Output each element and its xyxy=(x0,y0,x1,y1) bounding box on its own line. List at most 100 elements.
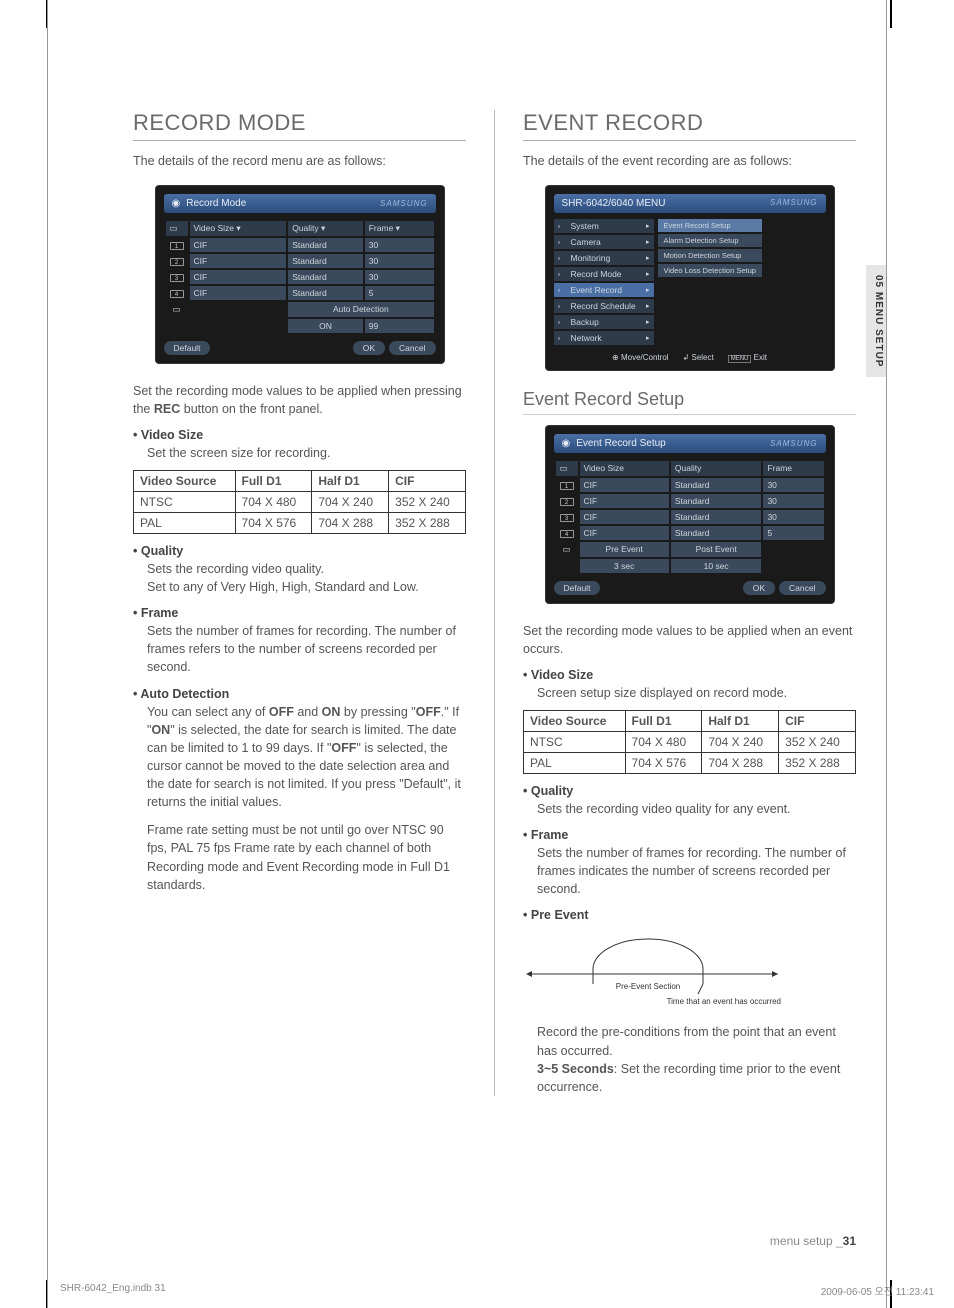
table-row: PAL704 X 576704 X 288352 X 288 xyxy=(524,752,856,773)
post-event-hdr: Post Event xyxy=(671,542,762,557)
cell[interactable]: CIF xyxy=(580,510,669,524)
pre-event-text1: Record the pre-conditions from the point… xyxy=(537,1023,856,1059)
submenu-item[interactable]: Video Loss Detection Setup xyxy=(658,264,762,277)
cell[interactable]: 30 xyxy=(763,510,823,524)
cell[interactable]: Standard xyxy=(671,526,762,540)
event-record-setup-panel: ◉ Event Record Setup SAMSUNG ▭ Video Siz… xyxy=(545,425,835,604)
hdr-frame[interactable]: Frame ▾ xyxy=(365,221,434,236)
event-setup-table: ▭ Video Size Quality Frame 1CIFStandard3… xyxy=(554,459,826,575)
cell[interactable]: Standard xyxy=(288,286,363,300)
event-icon: ◉ xyxy=(562,438,571,449)
exit-hint: MENU Exit xyxy=(728,353,767,362)
hdr-video-size: Video Size xyxy=(580,461,669,476)
channel-icon: 4 xyxy=(166,286,188,300)
menu-left: ▫System▸ ▫Camera▸ ▫Monitoring▸ ▫Record Mode… xyxy=(554,219,654,345)
record-mode-panel: ◉ Record Mode SAMSUNG ▭ Video Size ▾ Qua… xyxy=(155,185,445,364)
channel-icon: 1 xyxy=(166,238,188,252)
menu-item[interactable]: ▫Backup▸ xyxy=(554,315,654,329)
table-row: NTSC704 X 480704 X 240352 X 240 xyxy=(524,731,856,752)
cell[interactable]: CIF xyxy=(190,286,287,300)
pre-event-hdr: Pre Event xyxy=(580,542,669,557)
cell[interactable]: Standard xyxy=(671,494,762,508)
select-hint: ↲ Select xyxy=(683,353,714,362)
table-row: NTSC704 X 480704 X 240352 X 240 xyxy=(134,491,466,512)
cell[interactable]: CIF xyxy=(190,254,287,268)
cell[interactable]: 30 xyxy=(763,478,823,492)
menu-item[interactable]: ▫Record Mode▸ xyxy=(554,267,654,281)
th: Video Source xyxy=(134,470,236,491)
frame-bullet: Frame xyxy=(133,606,466,620)
event-record-setup-heading: Event Record Setup xyxy=(523,389,856,415)
cell[interactable]: CIF xyxy=(580,526,669,540)
quality-text: Sets the recording video quality for any… xyxy=(537,800,856,818)
cell[interactable]: CIF xyxy=(580,494,669,508)
table-row: 1CIFStandard30 xyxy=(166,238,434,252)
menu-item[interactable]: ▫Network▸ xyxy=(554,331,654,345)
menu-footer: ⊕ Move/Control ↲ Select MENU Exit xyxy=(554,353,826,362)
video-size-bullet: Video Size xyxy=(133,428,466,442)
hdr-quality[interactable]: Quality ▾ xyxy=(288,221,363,236)
quality-text1: Sets the recording video quality. xyxy=(147,560,466,578)
video-size-text: Set the screen size for recording. xyxy=(147,444,466,462)
frame-text: Sets the number of frames for recording.… xyxy=(537,844,856,898)
cancel-button[interactable]: Cancel xyxy=(779,581,825,595)
panel-title-bar: ◉ Event Record Setup SAMSUNG xyxy=(554,434,826,453)
video-size-table: Video SourceFull D1Half D1CIF NTSC704 X … xyxy=(133,470,466,534)
cell[interactable]: 30 xyxy=(365,238,434,252)
menu-item[interactable]: ▫Record Schedule▸ xyxy=(554,299,654,313)
submenu-item[interactable]: Motion Detection Setup xyxy=(658,249,762,262)
channel-icon: 3 xyxy=(166,270,188,284)
cell[interactable]: CIF xyxy=(190,238,287,252)
on-value[interactable]: 99 xyxy=(365,319,434,333)
side-tab: 05 MENU SETUP xyxy=(866,265,886,377)
diagram-time-label: Time that an event has occurred xyxy=(667,997,781,1006)
cell[interactable]: Standard xyxy=(288,254,363,268)
submenu-item[interactable]: Alarm Detection Setup xyxy=(658,234,762,247)
cell[interactable]: CIF xyxy=(580,478,669,492)
cell[interactable]: 5 xyxy=(763,526,823,540)
default-button[interactable]: Default xyxy=(164,341,211,355)
submenu-item[interactable]: Event Record Setup xyxy=(658,219,762,232)
content: RECORD MODE The details of the record me… xyxy=(48,0,886,1096)
post-event-val[interactable]: 10 sec xyxy=(671,559,762,573)
hdr-frame: Frame xyxy=(763,461,823,476)
cell[interactable]: 5 xyxy=(365,286,434,300)
default-button[interactable]: Default xyxy=(554,581,601,595)
cancel-button[interactable]: Cancel xyxy=(389,341,435,355)
pre-event-bullet: Pre Event xyxy=(523,908,856,922)
frame-text: Sets the number of frames for recording.… xyxy=(147,622,466,676)
quality-bullet: Quality xyxy=(133,544,466,558)
menu-item[interactable]: ▫Monitoring▸ xyxy=(554,251,654,265)
ok-button[interactable]: OK xyxy=(743,581,775,595)
panel-title: Event Record Setup xyxy=(576,438,666,449)
pre-event-val[interactable]: 3 sec xyxy=(580,559,669,573)
cell[interactable]: Standard xyxy=(671,510,762,524)
event-set-text: Set the recording mode values to be appl… xyxy=(523,622,856,658)
cell[interactable]: Standard xyxy=(671,478,762,492)
auto-detection-text: You can select any of OFF and ON by pres… xyxy=(147,703,466,812)
table-row: 3CIFStandard30 xyxy=(556,510,824,524)
cell[interactable]: Standard xyxy=(288,238,363,252)
hdr-video-size[interactable]: Video Size ▾ xyxy=(190,221,287,236)
panel-title: Record Mode xyxy=(186,198,246,209)
menu-item[interactable]: ▫System▸ xyxy=(554,219,654,233)
move-control-hint: ⊕ Move/Control xyxy=(612,353,669,362)
column-divider xyxy=(494,110,495,1096)
cell[interactable]: 30 xyxy=(365,254,434,268)
on-toggle[interactable]: ON xyxy=(288,319,363,333)
hdr-quality: Quality xyxy=(671,461,762,476)
menu-item[interactable]: ▫Event Record▸ xyxy=(554,283,654,297)
cell[interactable]: 30 xyxy=(763,494,823,508)
page-footer: menu setup _31 xyxy=(770,1234,856,1248)
menu-item[interactable]: ▫Camera▸ xyxy=(554,235,654,249)
samsung-logo: SAMSUNG xyxy=(770,439,817,448)
set-text: Set the recording mode values to be appl… xyxy=(133,382,466,418)
ok-button[interactable]: OK xyxy=(353,341,385,355)
th: Full D1 xyxy=(235,470,312,491)
cell[interactable]: Standard xyxy=(288,270,363,284)
cell[interactable]: 30 xyxy=(365,270,434,284)
print-footer: SHR-6042_Eng.indb 31 2009-06-05 오전 11:23… xyxy=(60,1283,934,1298)
cell[interactable]: CIF xyxy=(190,270,287,284)
video-size-text: Screen setup size displayed on record mo… xyxy=(537,684,856,702)
record-mode-heading: RECORD MODE xyxy=(133,110,466,141)
